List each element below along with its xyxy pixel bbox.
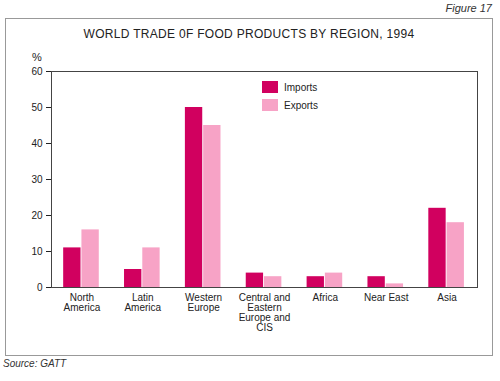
- svg-text:Central andEasternEurope andCI: Central andEasternEurope andCIS: [239, 292, 291, 333]
- html-text:Source: GATT: Source: GATT: [3, 358, 67, 369]
- svg-text:WesternEurope: WesternEurope: [185, 292, 222, 313]
- svg-text:10: 10: [31, 246, 43, 257]
- svg-text:NorthAmerica: NorthAmerica: [64, 292, 101, 313]
- svg-text:Africa: Africa: [313, 292, 339, 303]
- svg-text:Asia: Asia: [437, 292, 457, 303]
- svg-text:20: 20: [31, 210, 43, 221]
- svg-text:50: 50: [31, 102, 43, 113]
- svg-text:30: 30: [31, 174, 43, 185]
- svg-text:40: 40: [31, 138, 43, 149]
- svg-text:0: 0: [37, 282, 43, 293]
- svg-text:LatinAmerica: LatinAmerica: [124, 292, 161, 313]
- html-text:WORLD TRADE 0F FOOD PRODUCTS B: WORLD TRADE 0F FOOD PRODUCTS BY REGION, …: [83, 27, 415, 41]
- svg-text:60: 60: [31, 66, 43, 77]
- html-text:Exports: Exports: [284, 99, 318, 111]
- svg-text:Near East: Near East: [364, 292, 409, 303]
- html-text:Imports: Imports: [284, 81, 318, 93]
- html-text:Figure 17: Figure 17: [445, 2, 492, 14]
